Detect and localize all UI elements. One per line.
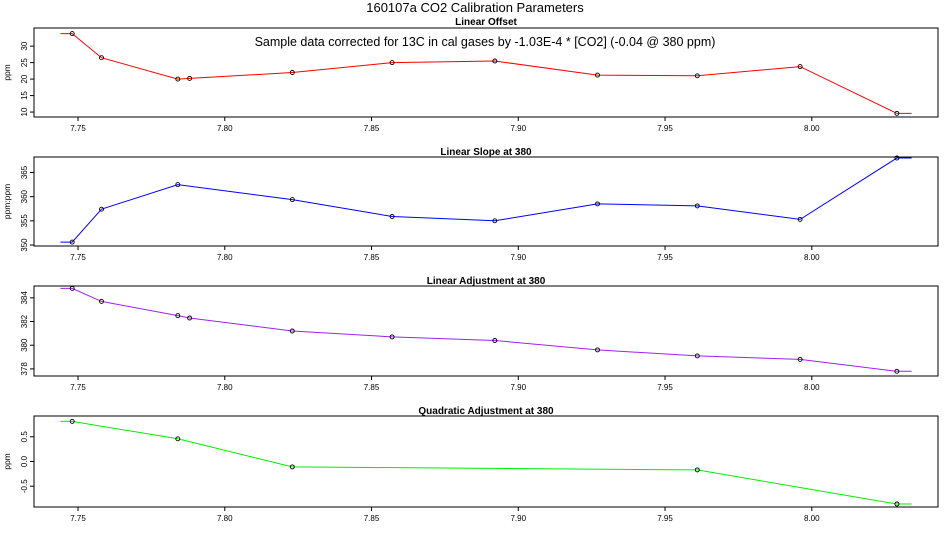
linear-slope-x-tick-label: 7.85: [364, 253, 380, 262]
linear-adjustment-x-tick-label: 7.75: [70, 383, 86, 392]
linear-slope-data-point: [894, 155, 900, 161]
linear-adjustment-data-point: [595, 347, 600, 353]
linear-slope-data-point: [694, 203, 700, 209]
linear-adjustment-y-tick-label: 378: [20, 362, 29, 376]
linear-adjustment-x-tick-label: 7.80: [217, 383, 233, 392]
linear-adjustment-data-point: [694, 353, 700, 359]
quadratic-adjustment-data-point: [289, 464, 295, 470]
linear-offset-x-tick-label: 7.75: [70, 124, 86, 133]
linear-adjustment-x-tick-label: 7.90: [510, 383, 526, 392]
linear-slope-x-tick-label: 8.00: [804, 253, 820, 262]
quadratic-adjustment-y-axis-label: ppm: [2, 453, 12, 470]
linear-offset-data-point: [99, 55, 104, 61]
linear-adjustment-plot-frame: [33, 285, 939, 377]
linear-offset-x-tick-label: 7.95: [657, 124, 673, 133]
linear-offset-x-tick-label: 8.00: [804, 124, 820, 133]
linear-offset-x-tick-label: 7.80: [217, 124, 233, 133]
linear-offset-data-point: [492, 58, 498, 64]
linear-offset-data-point: [694, 73, 700, 79]
linear-adjustment-data-point: [69, 285, 75, 291]
quadratic-adjustment-title: Quadratic Adjustment at 380: [418, 406, 554, 417]
linear-adjustment-data-point: [289, 328, 295, 334]
quadratic-adjustment-plot-frame: [33, 415, 939, 508]
quadratic-adjustment-data-point: [69, 418, 75, 424]
linear-offset-annotation: Sample data corrected for 13C in cal gas…: [255, 35, 716, 49]
quadratic-adjustment-x-tick-label: 8.00: [804, 514, 820, 523]
linear-adjustment-y-tick-label: 384: [20, 291, 29, 305]
quadratic-adjustment-y-tick-label: 0.0: [20, 455, 29, 467]
linear-slope-data-point: [99, 206, 104, 212]
linear-adjustment-x-tick-label: 7.85: [364, 383, 380, 392]
quadratic-adjustment-panel: Quadratic Adjustment at 380 7.75 7.80 7.85 7…: [2, 406, 939, 523]
linear-offset-title: Linear Offset: [455, 17, 517, 28]
linear-offset-data-point: [289, 70, 295, 75]
quadratic-adjustment-series-line: [60, 420, 912, 505]
linear-offset-data-point: [175, 76, 181, 82]
linear-adjustment-data-point: [99, 298, 104, 304]
linear-offset-data-point: [894, 110, 900, 116]
linear-offset-data-point: [595, 72, 600, 78]
linear-adjustment-data-point: [492, 338, 498, 343]
quadratic-adjustment-x-tick-label: 7.95: [657, 514, 673, 523]
linear-slope-data-point: [595, 201, 600, 207]
quadratic-adjustment-data-point: [175, 436, 181, 442]
linear-offset-data-point: [389, 60, 395, 66]
linear-slope-y-axis-label: ppm:ppm: [2, 184, 12, 219]
linear-adjustment-data-point: [389, 334, 395, 340]
linear-slope-data-point: [289, 197, 295, 203]
linear-slope-data-point: [69, 239, 75, 245]
linear-slope-y-tick-label: 350: [20, 238, 29, 252]
linear-offset-series-line: [60, 33, 912, 114]
quadratic-adjustment-data-point: [694, 467, 700, 473]
quadratic-adjustment-x-tick-label: 7.90: [510, 514, 526, 523]
figure-title: 160107a CO2 Calibration Parameters: [366, 0, 584, 15]
linear-slope-x-tick-label: 7.95: [657, 253, 673, 262]
linear-offset-data-point: [187, 75, 193, 81]
linear-slope-x-tick-label: 7.75: [70, 253, 86, 262]
linear-offset-x-tick-label: 7.85: [364, 124, 380, 133]
linear-offset-plot-frame: [33, 27, 939, 118]
quadratic-adjustment-data-point: [894, 501, 900, 507]
linear-slope-y-tick-label: 355: [20, 214, 29, 228]
linear-offset-data-point: [797, 64, 803, 70]
linear-offset-y-tick-label: 10: [20, 107, 29, 116]
linear-slope-data-point: [175, 182, 181, 188]
linear-slope-x-tick-label: 7.80: [217, 253, 233, 262]
linear-offset-y-tick-label: 15: [20, 91, 29, 100]
linear-slope-data-point: [797, 216, 803, 222]
linear-adjustment-data-point: [187, 315, 193, 321]
linear-adjustment-data-point: [797, 356, 803, 362]
linear-slope-x-tick-label: 7.90: [510, 253, 526, 262]
linear-slope-data-point: [389, 214, 395, 219]
linear-offset-y-axis-label: ppm: [2, 64, 12, 81]
quadratic-adjustment-y-tick-label: 0.5: [20, 431, 29, 443]
linear-adjustment-panel: Linear Adjustment at 380 7.75 7.80 7.85 7.90…: [20, 276, 939, 392]
linear-adjustment-data-point: [175, 313, 181, 319]
linear-slope-y-tick-label: 365: [20, 165, 29, 179]
linear-slope-title: Linear Slope at 380: [440, 147, 532, 158]
linear-offset-panel: Linear Offset 7.75 7.80 7.85 7.90 7.95 8.00 10 1…: [2, 17, 939, 133]
linear-adjustment-y-tick-label: 382: [20, 314, 29, 328]
linear-slope-plot-frame: [33, 156, 939, 247]
quadratic-adjustment-y-tick-label: -0.5: [20, 479, 29, 493]
quadratic-adjustment-x-tick-label: 7.75: [70, 514, 86, 523]
linear-slope-y-tick-label: 360: [20, 189, 29, 203]
linear-offset-y-tick-label: 25: [20, 58, 29, 67]
linear-slope-data-point: [492, 218, 498, 224]
linear-adjustment-x-tick-label: 8.00: [804, 383, 820, 392]
linear-slope-panel: Linear Slope at 380 7.75 7.80 7.85 7.90 7.95 8…: [2, 147, 939, 262]
linear-adjustment-series-line: [60, 287, 912, 372]
linear-adjustment-title: Linear Adjustment at 380: [427, 276, 546, 287]
linear-offset-x-tick-label: 7.90: [510, 124, 526, 133]
quadratic-adjustment-x-tick-label: 7.85: [364, 514, 380, 523]
linear-adjustment-y-tick-label: 380: [20, 338, 29, 352]
linear-offset-y-tick-label: 30: [20, 41, 29, 50]
linear-adjustment-x-tick-label: 7.95: [657, 383, 673, 392]
linear-offset-y-tick-label: 20: [20, 74, 29, 83]
linear-offset-data-point: [69, 31, 75, 37]
linear-adjustment-data-point: [894, 368, 900, 374]
quadratic-adjustment-x-tick-label: 7.80: [217, 514, 233, 523]
linear-slope-series-line: [60, 157, 912, 243]
